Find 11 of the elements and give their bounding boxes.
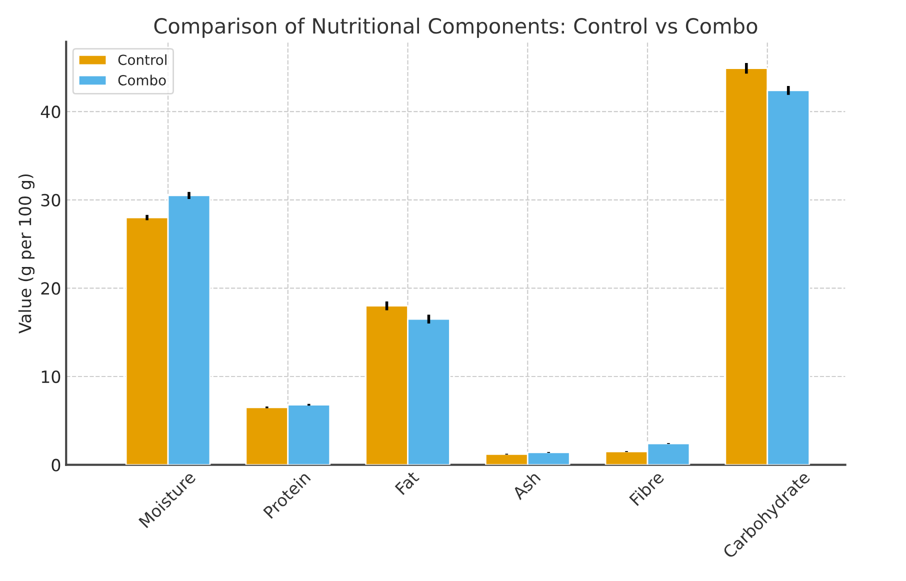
legend-label: Control: [118, 54, 166, 66]
x-tick-label: Ash: [511, 470, 541, 500]
y-tick-label: 0: [52, 458, 60, 472]
legend-label: Combo: [118, 74, 166, 86]
y-tick-label: 30: [41, 194, 60, 206]
y-tick-label: 40: [40, 106, 60, 118]
chart-title: Comparison of Nutritional Components: Control vs Combo: [154, 18, 758, 38]
x-tick-label: Fat: [394, 470, 420, 496]
y-tick-label: 20: [41, 282, 60, 295]
y-tick-label: 10: [42, 370, 60, 384]
y-axis-title: Value (g per 100 g): [18, 174, 35, 334]
